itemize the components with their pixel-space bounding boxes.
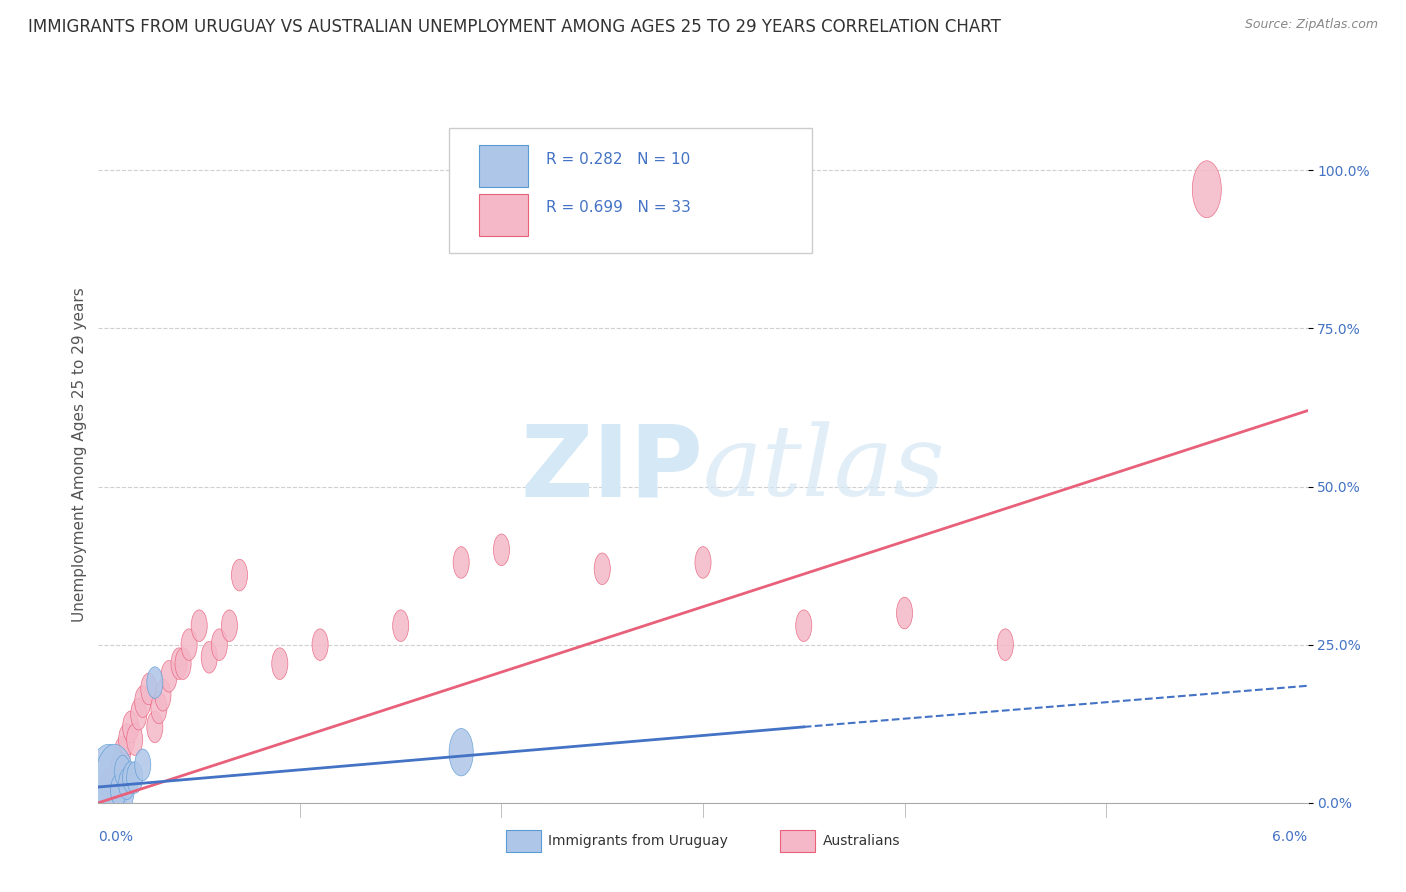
Ellipse shape — [211, 629, 228, 660]
Ellipse shape — [392, 610, 409, 641]
Y-axis label: Unemployment Among Ages 25 to 29 years: Unemployment Among Ages 25 to 29 years — [72, 287, 87, 623]
Ellipse shape — [141, 673, 157, 705]
Ellipse shape — [155, 680, 172, 711]
Text: R = 0.699   N = 33: R = 0.699 N = 33 — [546, 201, 690, 216]
Ellipse shape — [127, 762, 143, 793]
Ellipse shape — [232, 559, 247, 591]
Ellipse shape — [997, 629, 1014, 660]
Ellipse shape — [160, 660, 177, 692]
Ellipse shape — [100, 768, 117, 799]
Ellipse shape — [172, 648, 187, 680]
Ellipse shape — [150, 692, 167, 723]
Ellipse shape — [89, 744, 129, 823]
Ellipse shape — [1192, 161, 1222, 218]
Text: Immigrants from Uruguay: Immigrants from Uruguay — [548, 834, 728, 848]
Ellipse shape — [449, 729, 474, 776]
Ellipse shape — [118, 768, 135, 799]
Ellipse shape — [271, 648, 288, 680]
Ellipse shape — [94, 744, 135, 823]
Ellipse shape — [146, 667, 163, 698]
Ellipse shape — [111, 774, 127, 806]
Ellipse shape — [146, 711, 163, 743]
Text: Australians: Australians — [823, 834, 900, 848]
Text: 6.0%: 6.0% — [1272, 830, 1308, 844]
Text: Source: ZipAtlas.com: Source: ZipAtlas.com — [1244, 18, 1378, 31]
Ellipse shape — [135, 686, 150, 717]
Ellipse shape — [221, 610, 238, 641]
Ellipse shape — [122, 711, 139, 743]
Ellipse shape — [122, 762, 139, 793]
Ellipse shape — [191, 610, 207, 641]
Text: IMMIGRANTS FROM URUGUAY VS AUSTRALIAN UNEMPLOYMENT AMONG AGES 25 TO 29 YEARS COR: IMMIGRANTS FROM URUGUAY VS AUSTRALIAN UN… — [28, 18, 1001, 36]
FancyBboxPatch shape — [479, 145, 527, 187]
Ellipse shape — [107, 762, 122, 793]
Ellipse shape — [796, 610, 811, 641]
FancyBboxPatch shape — [479, 194, 527, 235]
Ellipse shape — [111, 749, 127, 780]
Ellipse shape — [312, 629, 328, 660]
Ellipse shape — [174, 648, 191, 680]
Ellipse shape — [494, 534, 509, 566]
Text: atlas: atlas — [703, 421, 946, 516]
Ellipse shape — [114, 756, 131, 787]
Ellipse shape — [595, 553, 610, 584]
Ellipse shape — [181, 629, 197, 660]
Text: ZIP: ZIP — [520, 420, 703, 517]
FancyBboxPatch shape — [449, 128, 811, 253]
Ellipse shape — [131, 698, 146, 730]
Ellipse shape — [135, 749, 150, 780]
Ellipse shape — [118, 723, 135, 756]
Ellipse shape — [453, 547, 470, 578]
Ellipse shape — [201, 641, 218, 673]
Ellipse shape — [127, 723, 143, 756]
Text: R = 0.282   N = 10: R = 0.282 N = 10 — [546, 152, 690, 167]
Text: 0.0%: 0.0% — [98, 830, 134, 844]
Ellipse shape — [695, 547, 711, 578]
Ellipse shape — [897, 598, 912, 629]
Ellipse shape — [114, 737, 131, 768]
